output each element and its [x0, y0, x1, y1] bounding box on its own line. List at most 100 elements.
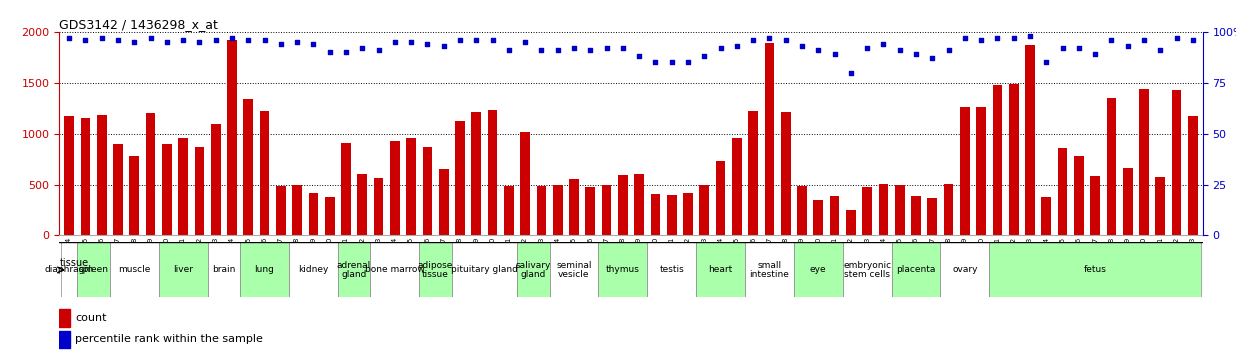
Bar: [77, 242, 110, 297]
Point: [695, 53, 714, 59]
Point: [858, 45, 878, 51]
Point: [125, 39, 145, 45]
Bar: [941, 242, 989, 297]
Point: [1117, 43, 1137, 49]
Bar: [423, 147, 433, 235]
Bar: [158, 242, 208, 297]
Bar: [993, 85, 1002, 235]
Bar: [845, 210, 855, 235]
Bar: [208, 242, 240, 297]
Text: kidney: kidney: [298, 266, 329, 274]
Bar: [227, 40, 237, 235]
Point: [1037, 59, 1057, 65]
Point: [1053, 45, 1073, 51]
Point: [938, 47, 958, 53]
Bar: [96, 115, 106, 235]
Text: tissue: tissue: [59, 258, 89, 268]
Bar: [863, 187, 873, 235]
Bar: [1042, 197, 1051, 235]
Bar: [373, 178, 383, 235]
Bar: [289, 242, 337, 297]
Bar: [80, 118, 90, 235]
Bar: [634, 175, 644, 235]
Bar: [59, 331, 70, 348]
Point: [760, 35, 780, 41]
Bar: [1058, 148, 1068, 235]
Point: [531, 47, 551, 53]
Bar: [471, 112, 481, 235]
Text: liver: liver: [173, 266, 193, 274]
Bar: [211, 125, 220, 235]
Point: [1135, 37, 1154, 43]
Point: [711, 45, 730, 51]
Bar: [64, 116, 74, 235]
Point: [1085, 51, 1105, 57]
Text: heart: heart: [708, 266, 733, 274]
Point: [368, 47, 388, 53]
Point: [971, 37, 991, 43]
Text: seminal
vesicle: seminal vesicle: [556, 261, 592, 279]
Point: [645, 59, 665, 65]
Text: bone marrow: bone marrow: [365, 266, 425, 274]
Bar: [650, 194, 660, 235]
Bar: [371, 242, 419, 297]
Bar: [419, 242, 452, 297]
Bar: [130, 156, 140, 235]
Point: [91, 35, 111, 41]
Bar: [1025, 45, 1035, 235]
Bar: [732, 138, 742, 235]
Bar: [700, 184, 709, 235]
Text: GDS3142 / 1436298_x_at: GDS3142 / 1436298_x_at: [59, 18, 219, 31]
Bar: [716, 161, 726, 235]
Bar: [439, 169, 449, 235]
Point: [75, 37, 95, 43]
Point: [776, 37, 796, 43]
Point: [222, 35, 242, 41]
Bar: [178, 138, 188, 235]
Text: salivary
gland: salivary gland: [515, 261, 551, 279]
Point: [157, 39, 177, 45]
Bar: [243, 99, 253, 235]
Bar: [455, 121, 465, 235]
Bar: [797, 185, 807, 235]
Bar: [517, 242, 550, 297]
Bar: [452, 242, 517, 297]
Text: lung: lung: [255, 266, 274, 274]
Point: [597, 45, 617, 51]
Bar: [550, 242, 598, 297]
Bar: [586, 187, 596, 235]
Point: [255, 37, 274, 43]
Bar: [1106, 98, 1116, 235]
Point: [1151, 47, 1170, 53]
Point: [320, 50, 340, 55]
Point: [434, 43, 454, 49]
Text: percentile rank within the sample: percentile rank within the sample: [75, 335, 263, 344]
Bar: [895, 184, 905, 235]
Point: [189, 39, 209, 45]
Bar: [794, 242, 843, 297]
Point: [1167, 35, 1187, 41]
Bar: [389, 141, 399, 235]
Bar: [292, 184, 302, 235]
Bar: [1122, 168, 1132, 235]
Point: [679, 59, 698, 65]
Point: [271, 41, 290, 47]
Bar: [504, 185, 514, 235]
Text: adipose
tissue: adipose tissue: [418, 261, 454, 279]
Point: [840, 70, 860, 75]
Point: [239, 37, 258, 43]
Bar: [843, 242, 891, 297]
Bar: [618, 175, 628, 235]
Bar: [341, 143, 351, 235]
Bar: [112, 144, 122, 235]
Text: eye: eye: [810, 266, 827, 274]
Bar: [943, 183, 953, 235]
Bar: [745, 242, 794, 297]
Text: fetus: fetus: [1084, 266, 1106, 274]
Point: [661, 59, 681, 65]
Point: [466, 37, 486, 43]
Text: count: count: [75, 313, 106, 323]
Bar: [569, 179, 578, 235]
Bar: [1188, 116, 1198, 235]
Point: [792, 43, 812, 49]
